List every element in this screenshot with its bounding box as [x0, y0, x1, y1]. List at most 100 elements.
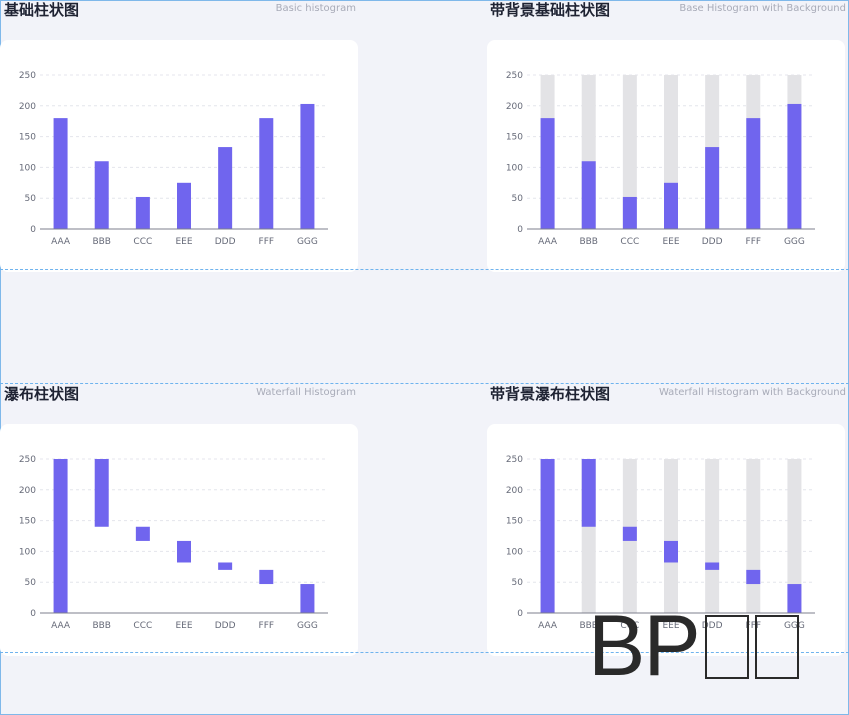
x-tick-label: CCC — [620, 621, 639, 631]
y-tick-label: 250 — [19, 455, 36, 465]
x-tick-label: GGG — [297, 237, 318, 247]
y-tick-label: 0 — [517, 609, 523, 619]
background-bar — [622, 75, 637, 229]
x-tick-label: BBB — [579, 237, 598, 247]
bar — [787, 584, 802, 613]
bar — [300, 584, 315, 613]
x-tick-label: FFF — [259, 237, 275, 247]
bar — [705, 562, 720, 570]
bar — [94, 161, 109, 229]
x-tick-label: CCC — [133, 237, 152, 247]
x-tick-label: DDD — [215, 237, 236, 247]
bar — [177, 540, 191, 563]
x-tick-label: DDD — [215, 621, 236, 631]
bar — [787, 103, 802, 229]
y-tick-label: 50 — [512, 194, 524, 204]
chart-card-basic: 0 50 100 150 200 250 AAA BBB CCC EEE DDD FFF GGG — [0, 40, 358, 272]
bar — [705, 147, 720, 229]
bar — [218, 147, 233, 229]
bar — [664, 540, 678, 563]
x-tick-label: FFF — [746, 621, 762, 631]
bar — [177, 182, 191, 229]
panel-title: 带背景瀑布柱状图 — [490, 385, 611, 403]
panel-header-basic: 基础柱状图 Basic histogram — [4, 0, 356, 24]
panel-title: 瀑布柱状图 — [4, 385, 80, 403]
x-tick-label: CCC — [133, 621, 152, 631]
y-tick-label: 200 — [506, 102, 523, 112]
bar — [664, 182, 678, 229]
bar — [540, 459, 555, 613]
x-tick-label: GGG — [297, 621, 318, 631]
bar — [218, 562, 233, 570]
y-tick-label: 200 — [19, 102, 36, 112]
panel-subtitle: Waterfall Histogram — [256, 387, 356, 398]
y-tick-label: 0 — [30, 225, 36, 235]
y-tick-label: 250 — [506, 71, 523, 81]
chart-card-waterfall: 0 50 100 150 200 250 AAA BBB CCC EEE DDD FFF GGG — [0, 424, 358, 656]
panel-subtitle: Waterfall Histogram with Background — [658, 387, 846, 398]
divider-line — [0, 383, 849, 384]
x-tick-label: BBB — [92, 237, 111, 247]
bar — [581, 161, 596, 229]
bar — [135, 196, 150, 229]
background-bar — [787, 459, 802, 613]
bar — [94, 459, 109, 527]
x-tick-label: FFF — [746, 237, 762, 247]
y-tick-label: 150 — [19, 517, 36, 527]
x-tick-label: BBB — [92, 621, 111, 631]
watermark-text: BP — [588, 598, 701, 694]
panel-title: 带背景基础柱状图 — [490, 1, 611, 19]
x-tick-label: AAA — [538, 621, 558, 631]
y-tick-label: 250 — [19, 71, 36, 81]
y-tick-label: 250 — [506, 455, 523, 465]
x-tick-label: EEE — [175, 621, 192, 631]
background-bar — [705, 459, 720, 613]
y-tick-label: 0 — [517, 225, 523, 235]
panel-title: 基础柱状图 — [4, 1, 80, 19]
bar-chart-basic: 0 50 100 150 200 250 AAA BBB CCC EEE DDD FFF GGG — [19, 71, 328, 247]
divider-line — [0, 269, 849, 270]
bar — [622, 196, 637, 229]
missing-glyph-box — [754, 615, 799, 679]
watermark-overlay: BP — [588, 600, 799, 692]
bar — [135, 526, 150, 541]
x-tick-label: GGG — [784, 237, 805, 247]
y-tick-label: 150 — [506, 517, 523, 527]
panel-header-background: 带背景基础柱状图 Base Histogram with Background — [490, 0, 846, 24]
chart-card-waterfall-background: 0 50 100 150 200 250 AAA BBB CCC EEE DDD FFF GGG — [487, 424, 845, 656]
bar — [746, 569, 761, 585]
divider-line — [0, 652, 849, 653]
bar — [581, 459, 596, 527]
panel-header-waterfall-background: 带背景瀑布柱状图 Waterfall Histogram with Backgr… — [490, 384, 846, 408]
y-tick-label: 100 — [19, 163, 36, 173]
bar — [259, 569, 274, 585]
y-tick-label: 150 — [506, 133, 523, 143]
x-tick-label: AAA — [538, 237, 558, 247]
x-tick-label: EEE — [662, 237, 679, 247]
y-tick-label: 0 — [30, 609, 36, 619]
x-tick-label: EEE — [175, 237, 192, 247]
missing-glyph-box — [704, 615, 749, 679]
y-tick-label: 50 — [25, 578, 37, 588]
x-tick-label: GGG — [784, 621, 805, 631]
y-tick-label: 200 — [19, 486, 36, 496]
background-bar — [664, 459, 678, 613]
bar — [746, 118, 761, 229]
bar — [540, 118, 555, 229]
background-bar — [746, 459, 761, 613]
y-tick-label: 100 — [19, 547, 36, 557]
waterfall-chart: 0 50 100 150 200 250 AAA BBB CCC EEE DDD FFF GGG — [19, 455, 328, 631]
panel-subtitle: Base Histogram with Background — [679, 3, 846, 14]
x-tick-label: DDD — [702, 621, 723, 631]
bar — [259, 118, 274, 229]
x-tick-label: DDD — [702, 237, 723, 247]
y-tick-label: 100 — [506, 163, 523, 173]
panel-header-waterfall: 瀑布柱状图 Waterfall Histogram — [4, 384, 356, 408]
bar-chart-background: 0 50 100 150 200 250 AAA BBB CCC EEE DDD FFF GGG — [506, 71, 815, 247]
x-tick-label: EEE — [662, 621, 679, 631]
bar — [53, 118, 68, 229]
x-tick-label: FFF — [259, 621, 275, 631]
x-tick-label: AAA — [51, 237, 71, 247]
y-tick-label: 50 — [25, 194, 37, 204]
bar — [300, 103, 315, 229]
